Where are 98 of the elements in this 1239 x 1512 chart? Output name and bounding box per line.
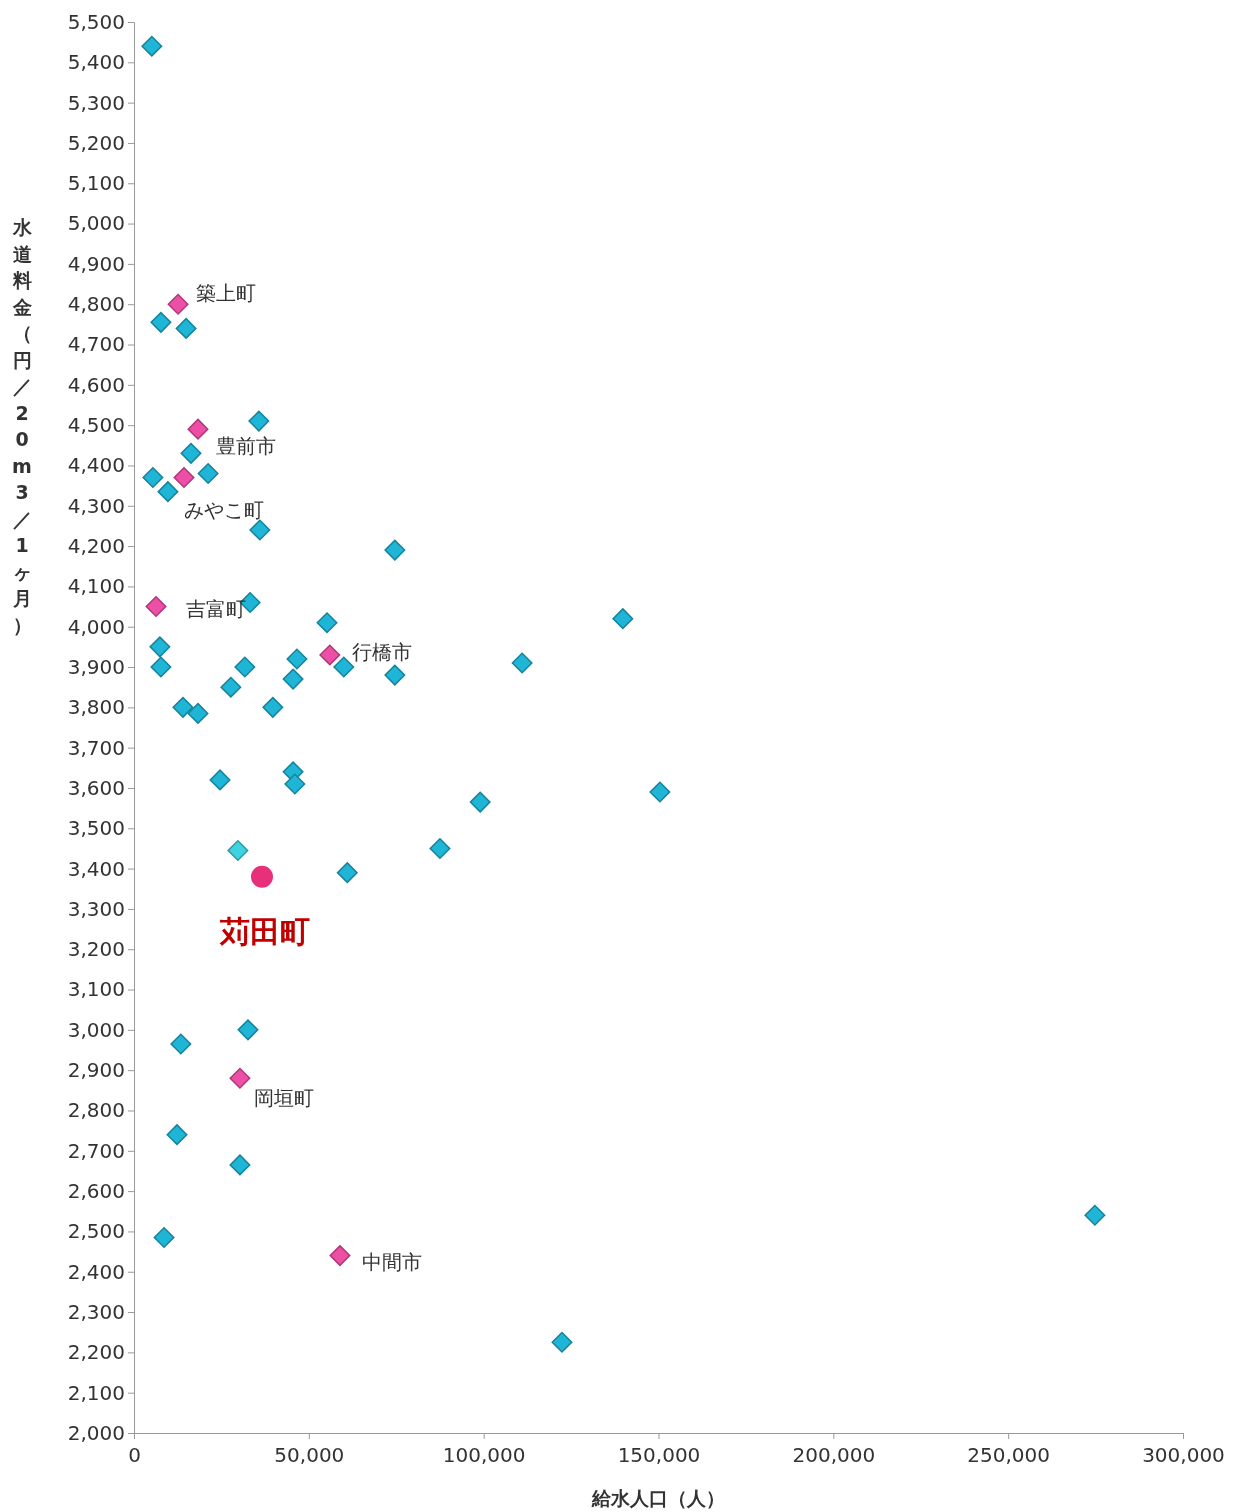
point [180, 442, 202, 464]
y-tick-label: 4,300 [67, 493, 125, 518]
y-tick-label: 4,800 [67, 292, 125, 317]
x-tick-label: 100,000 [442, 1443, 526, 1467]
y-tick-label: 2,700 [67, 1138, 125, 1163]
y-tick-label: 5,400 [67, 50, 125, 75]
point [220, 676, 242, 698]
point [149, 636, 171, 658]
y-tick-label: 3,000 [67, 1017, 125, 1042]
x-tick-label: 150,000 [617, 1443, 701, 1467]
point [384, 664, 406, 686]
point [329, 1245, 351, 1267]
point [150, 656, 172, 678]
y-tick-label: 3,200 [67, 937, 125, 962]
y-tick-label: 5,100 [67, 171, 125, 196]
x-tick-label: 200,000 [792, 1443, 876, 1467]
point [384, 539, 406, 561]
y-tick-label: 3,300 [67, 896, 125, 921]
annotation: 岡垣町 [253, 1085, 314, 1110]
point [150, 311, 172, 333]
y-tick-label: 4,700 [67, 332, 125, 357]
y-tick-label: 3,700 [67, 735, 125, 760]
point [249, 519, 271, 541]
point [175, 317, 197, 339]
annotation: 中間市 [361, 1250, 422, 1275]
x-axis-title: 給水人口（人） [591, 1487, 725, 1509]
point [153, 1226, 175, 1248]
x-tick-label: 250,000 [967, 1443, 1051, 1467]
y-tick-label: 4,100 [67, 574, 125, 599]
point [282, 668, 304, 690]
x-tick-label: 50,000 [274, 1443, 345, 1467]
y-tick-label: 2,200 [67, 1340, 125, 1365]
point [229, 1154, 251, 1176]
y-tick-label: 3,800 [67, 695, 125, 720]
annotation: 苅田町 [218, 914, 310, 950]
y-tick-label: 2,400 [67, 1259, 125, 1284]
y-tick-label: 5,000 [67, 211, 125, 236]
y-tick-label: 4,500 [67, 413, 125, 438]
annotation: 吉富町 [186, 597, 247, 622]
point [284, 773, 306, 795]
annotation: 築上町 [196, 280, 257, 305]
point [612, 608, 634, 630]
y-tick-label: 2,900 [67, 1058, 125, 1083]
y-tick-label: 5,500 [67, 9, 125, 34]
y-tick-label: 2,100 [67, 1380, 125, 1405]
point [336, 862, 358, 884]
point [286, 648, 308, 670]
y-tick-label: 5,300 [67, 90, 125, 115]
point [157, 481, 179, 503]
annotation: みやこ町 [184, 498, 264, 523]
y-tick-label: 4,000 [67, 614, 125, 639]
x-tick-label: 300,000 [1142, 1443, 1225, 1467]
point [469, 791, 491, 813]
x-tick-label: 0 [128, 1443, 141, 1467]
point [649, 781, 671, 803]
point [209, 769, 231, 791]
y-tick-label: 2,500 [67, 1219, 125, 1244]
y-tick-label: 4,600 [67, 372, 125, 397]
y-tick-label: 3,600 [67, 775, 125, 800]
point [250, 865, 273, 888]
point [429, 837, 451, 859]
point [167, 293, 189, 315]
y-tick-label: 2,600 [67, 1179, 125, 1204]
point [170, 1033, 192, 1055]
point [173, 467, 195, 489]
point [234, 656, 256, 678]
point [1084, 1204, 1106, 1226]
point [172, 696, 194, 718]
point [187, 418, 209, 440]
point [511, 652, 533, 674]
point [187, 702, 209, 724]
y-tick-label: 4,200 [67, 533, 125, 558]
point [145, 596, 167, 618]
point [319, 644, 341, 666]
annotation: 豊前市 [215, 433, 276, 458]
point [141, 35, 163, 57]
annotation: 行橋市 [351, 640, 412, 665]
y-tick-label: 3,900 [67, 654, 125, 679]
y-tick-label: 4,400 [67, 453, 125, 478]
y-tick-label: 2,800 [67, 1098, 125, 1123]
point [197, 463, 219, 485]
y-tick-label: 2,300 [67, 1299, 125, 1324]
y-tick-label: 3,500 [67, 816, 125, 841]
point [229, 1067, 251, 1089]
y-tick-label: 5,200 [67, 130, 125, 155]
point [551, 1331, 573, 1353]
point [316, 612, 338, 634]
y-tick-label: 3,100 [67, 977, 125, 1002]
y-tick-label: 2,000 [67, 1420, 125, 1445]
y-tick-label: 3,400 [67, 856, 125, 881]
point [237, 1019, 259, 1041]
point [262, 696, 284, 718]
y-tick-label: 4,900 [67, 251, 125, 276]
point [248, 410, 270, 432]
point [166, 1124, 188, 1146]
point [227, 839, 249, 861]
text: 水道料金（円／20m3／1ヶ月） [12, 216, 32, 636]
point [142, 467, 164, 489]
